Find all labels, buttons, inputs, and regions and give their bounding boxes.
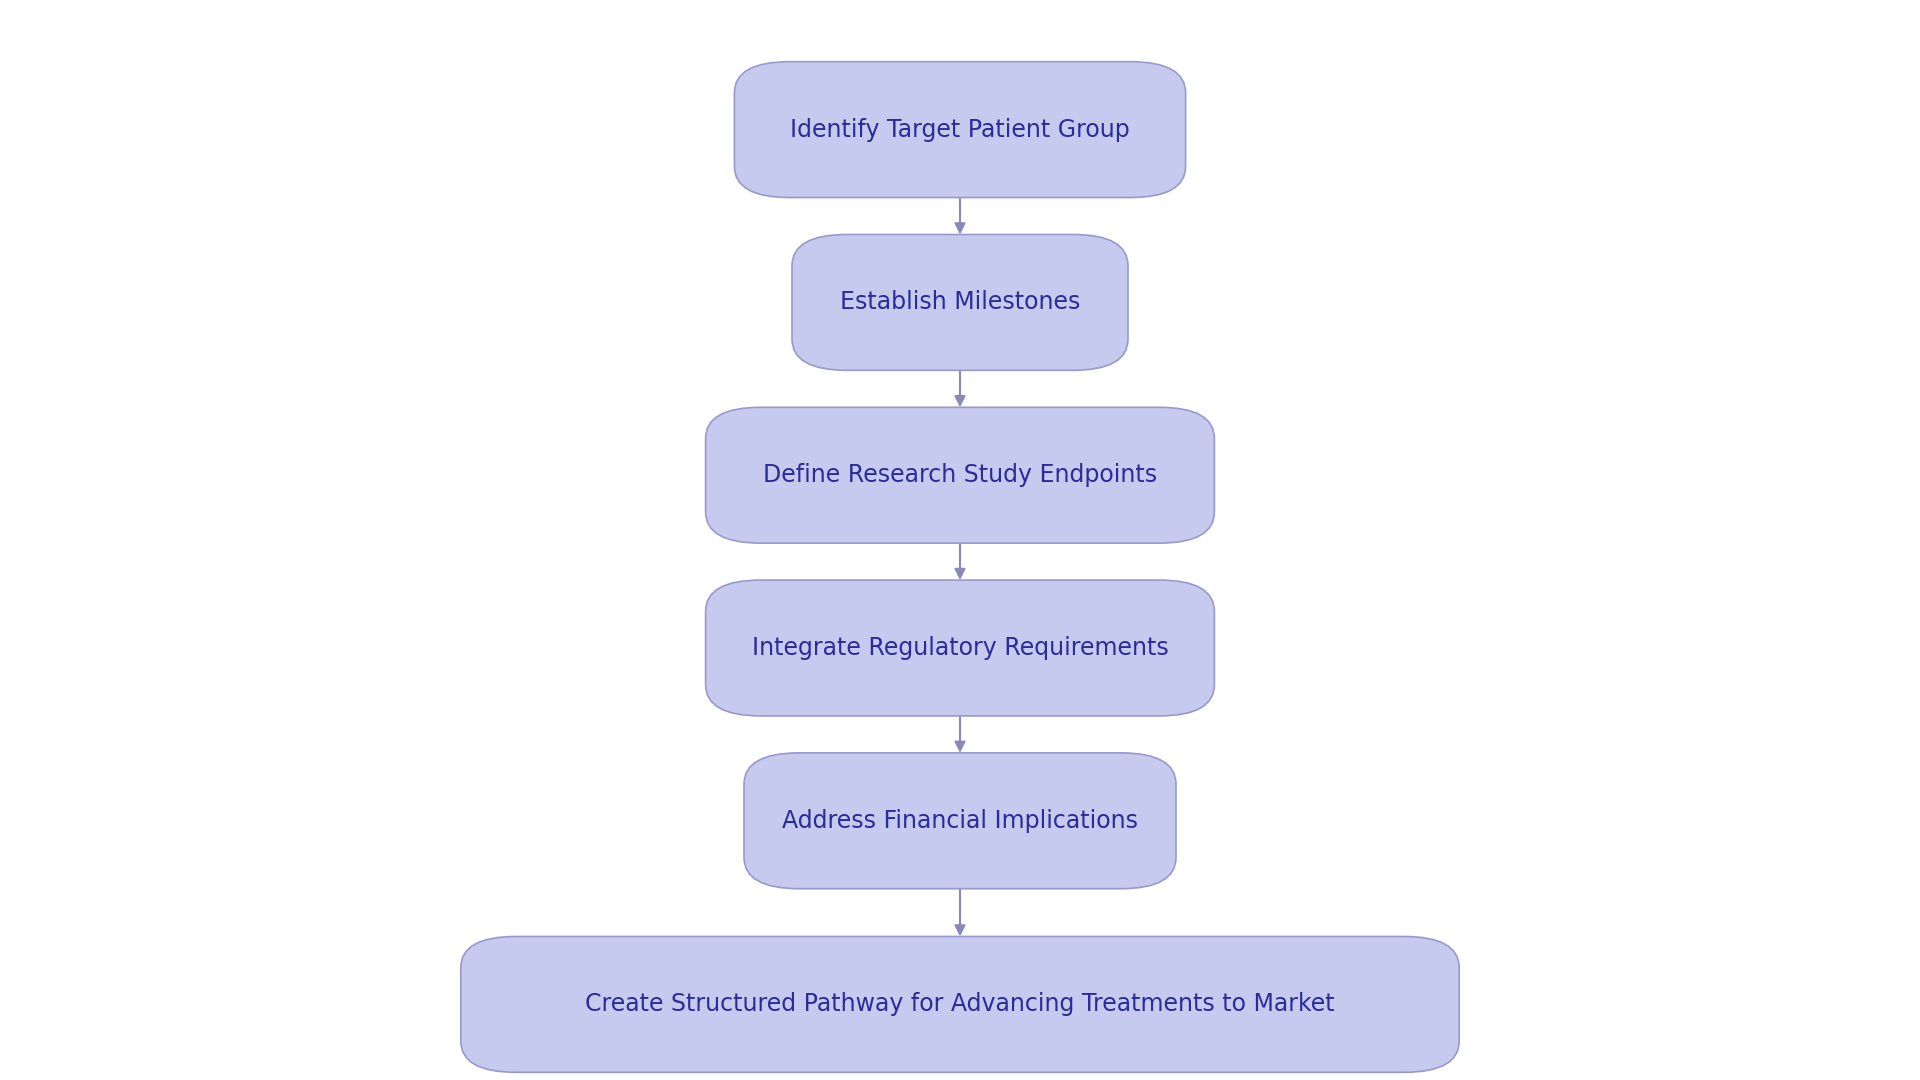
FancyBboxPatch shape <box>707 407 1215 543</box>
Text: Define Research Study Endpoints: Define Research Study Endpoints <box>762 463 1158 487</box>
FancyBboxPatch shape <box>707 580 1215 716</box>
FancyBboxPatch shape <box>461 936 1459 1072</box>
FancyBboxPatch shape <box>733 62 1185 198</box>
Text: Establish Milestones: Establish Milestones <box>839 291 1081 314</box>
FancyBboxPatch shape <box>791 234 1127 370</box>
Text: Identify Target Patient Group: Identify Target Patient Group <box>791 118 1129 141</box>
Text: Address Financial Implications: Address Financial Implications <box>781 809 1139 833</box>
Text: Create Structured Pathway for Advancing Treatments to Market: Create Structured Pathway for Advancing … <box>586 993 1334 1016</box>
Text: Integrate Regulatory Requirements: Integrate Regulatory Requirements <box>751 636 1169 660</box>
FancyBboxPatch shape <box>745 753 1175 889</box>
